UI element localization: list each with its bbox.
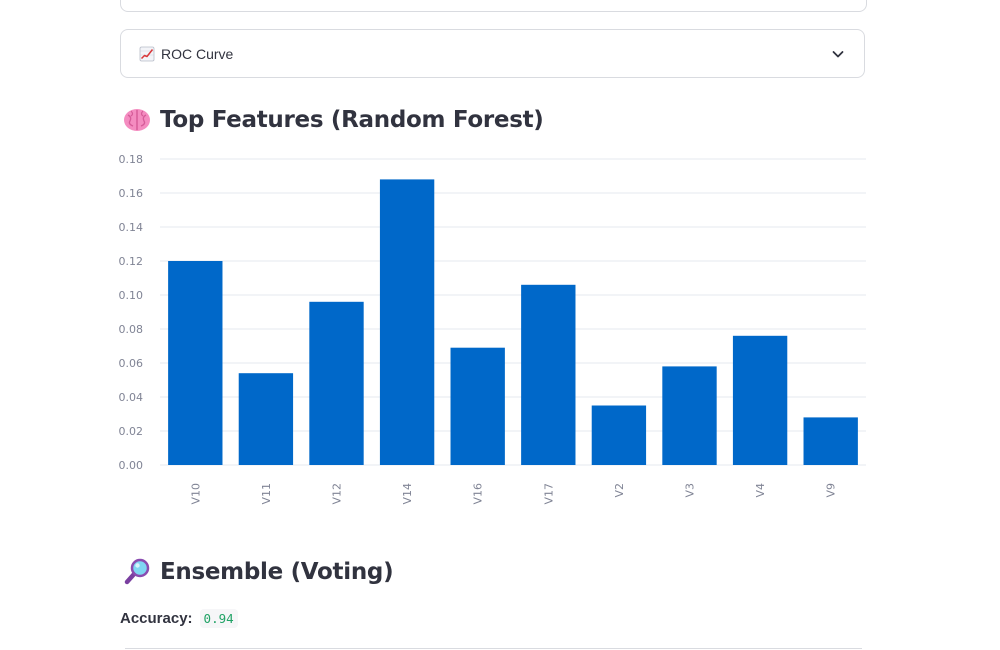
x-tick-label: V4 bbox=[754, 483, 767, 498]
x-tick-label: V14 bbox=[401, 483, 414, 505]
y-tick-label: 0.06 bbox=[119, 357, 144, 370]
y-tick-label: 0.16 bbox=[119, 187, 144, 200]
y-tick-label: 0.00 bbox=[119, 459, 144, 472]
bar-v14[interactable] bbox=[379, 179, 435, 465]
y-tick-label: 0.08 bbox=[119, 323, 144, 336]
bar-v11[interactable] bbox=[238, 373, 294, 465]
bar-v9[interactable] bbox=[803, 417, 858, 465]
magnifier-icon bbox=[124, 558, 150, 585]
bar-v4[interactable] bbox=[732, 335, 788, 465]
y-tick-label: 0.18 bbox=[119, 153, 144, 166]
x-tick-label: V2 bbox=[613, 483, 626, 498]
x-tick-label: V12 bbox=[331, 483, 344, 505]
y-tick-label: 0.14 bbox=[119, 221, 144, 234]
chart-increasing-icon bbox=[139, 46, 155, 61]
x-tick-label: V11 bbox=[260, 483, 273, 505]
x-tick-label: V9 bbox=[825, 483, 838, 498]
roc-curve-expander[interactable]: ROC Curve bbox=[120, 29, 865, 78]
accuracy-value: 0.94 bbox=[199, 609, 238, 628]
bar-v2[interactable] bbox=[591, 405, 647, 466]
y-tick-label: 0.02 bbox=[119, 425, 144, 438]
roc-curve-label: ROC Curve bbox=[161, 45, 234, 62]
feature-importance-chart: 0.00 0.02 0.04 0.06 0.08 0.10 0.12 0.14 0.16 0.18… bbox=[100, 145, 880, 515]
feature-importance-svg: 0.00 0.02 0.04 0.06 0.08 0.10 0.12 0.14 0.16 0.18… bbox=[119, 153, 866, 505]
ensemble-heading: Ensemble (Voting) bbox=[122, 558, 394, 586]
y-tick-label: 0.12 bbox=[119, 255, 144, 268]
brain-icon bbox=[124, 109, 150, 131]
bar-v16[interactable] bbox=[450, 347, 505, 465]
ensemble-title: Ensemble (Voting) bbox=[160, 559, 394, 585]
accuracy-metric: Accuracy: 0.94 bbox=[120, 609, 238, 628]
divider bbox=[125, 648, 862, 649]
x-tick-label: V16 bbox=[472, 483, 485, 505]
accuracy-label: Accuracy: bbox=[120, 610, 193, 627]
previous-section-card bbox=[120, 0, 867, 12]
y-tick-label: 0.10 bbox=[119, 289, 144, 302]
bar-v12[interactable] bbox=[309, 301, 364, 465]
top-features-title: Top Features (Random Forest) bbox=[160, 107, 544, 133]
x-tick-label: V10 bbox=[189, 483, 202, 505]
top-features-heading: Top Features (Random Forest) bbox=[122, 106, 544, 134]
x-tick-label: V3 bbox=[684, 483, 697, 498]
bar-v17[interactable] bbox=[521, 284, 576, 465]
chevron-down-icon[interactable] bbox=[830, 46, 846, 62]
bar-v10[interactable] bbox=[168, 261, 223, 465]
y-tick-label: 0.04 bbox=[119, 391, 144, 404]
x-tick-label: V17 bbox=[542, 483, 555, 505]
bar-v3[interactable] bbox=[662, 366, 717, 465]
